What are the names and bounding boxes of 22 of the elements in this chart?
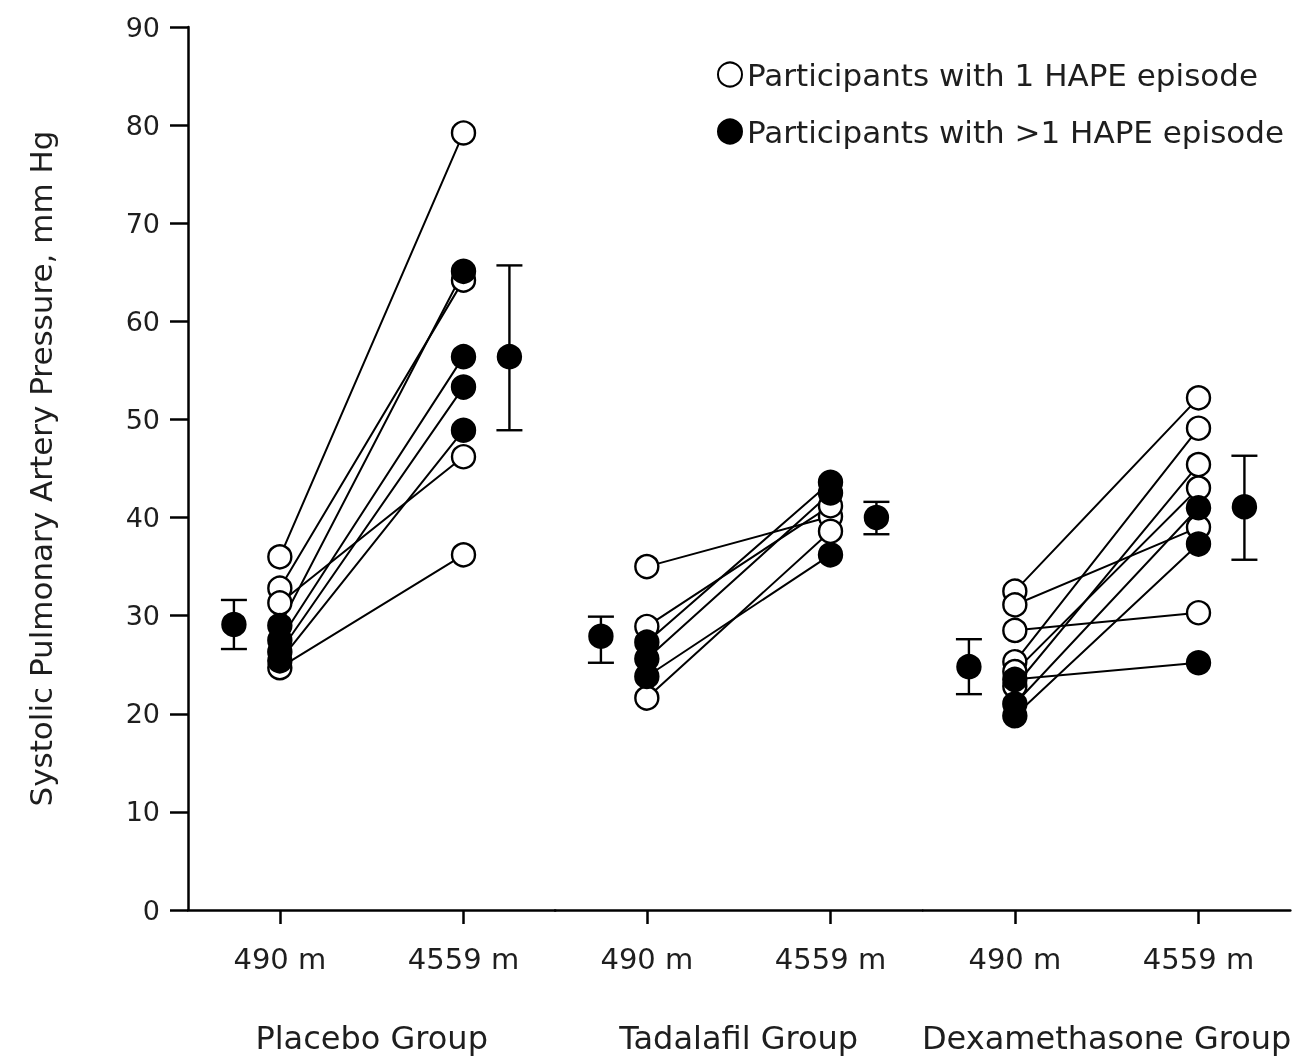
y-tick-label: 30 (125, 600, 160, 632)
y-tick-label: 80 (125, 109, 160, 141)
x-tick-label: 4559 m (1142, 941, 1254, 976)
y-tick-label: 90 (125, 11, 160, 43)
y-tick-label: 40 (125, 502, 160, 534)
y-tick-label: 60 (125, 305, 160, 337)
y-tick-label: 50 (125, 403, 160, 435)
x-tick-label: 490 m (233, 941, 327, 976)
y-tick-label: 20 (125, 698, 160, 730)
x-axis-title: Dexamethasone Group (921, 1019, 1292, 1057)
y-tick-label: 0 (142, 894, 160, 926)
x-axis-title: Tadalafil Group (618, 1019, 859, 1057)
legend-label: Participants with 1 HAPE episode (747, 56, 1259, 93)
x-tick-label: 490 m (600, 941, 694, 976)
x-axis-title: Placebo Group (255, 1019, 488, 1057)
x-tick-label: 4559 m (775, 941, 887, 976)
y-tick-label: 70 (125, 207, 160, 239)
y-axis-title: Systolic Pulmonary Artery Pressure, mm Hg (22, 130, 59, 807)
x-tick-label: 4559 m (407, 941, 520, 976)
legend-label: Participants with >1 HAPE episode (747, 113, 1285, 150)
y-tick-label: 10 (125, 796, 160, 828)
x-tick-label: 490 m (968, 941, 1061, 976)
